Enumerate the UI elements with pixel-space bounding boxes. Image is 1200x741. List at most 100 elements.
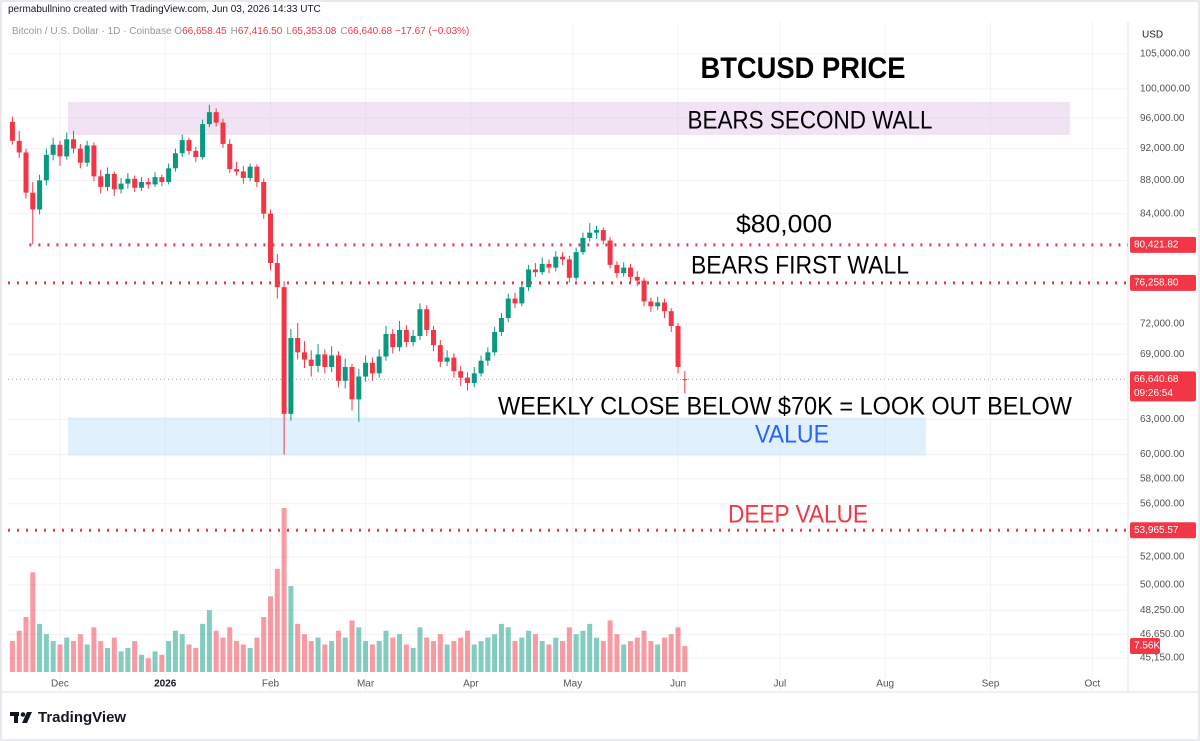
candle-body: [444, 357, 450, 362]
candle-body: [43, 154, 49, 181]
plot: [8, 22, 1128, 692]
volume-bar: [471, 644, 477, 672]
x-tick-label: Jun: [670, 679, 686, 690]
candle-body: [397, 329, 403, 348]
candle-body: [145, 182, 151, 185]
annotation: WEEKLY CLOSE BELOW $70K = LOOK OUT BELOW: [498, 393, 1072, 421]
volume-bar: [301, 634, 307, 672]
candle-body: [464, 377, 470, 383]
volume-bar: [91, 627, 97, 672]
candle-body: [84, 145, 90, 163]
volume-bar: [254, 637, 260, 672]
ohlc-key: H: [230, 26, 238, 37]
volume-bar: [498, 623, 504, 672]
volume-bar: [322, 644, 328, 672]
annotation: VALUE: [755, 421, 829, 449]
volume-bar: [655, 644, 661, 672]
volume-bar: [512, 641, 518, 672]
candle-body: [16, 140, 22, 153]
candle-body: [431, 329, 437, 346]
volume-bar: [505, 627, 511, 672]
volume-bar: [600, 641, 606, 672]
volume-bar: [16, 630, 22, 672]
candle-body: [546, 263, 552, 268]
legend-line: Bitcoin / U.S. Dollar · 1D · Coinbase O6…: [12, 26, 469, 37]
volume-bar: [451, 641, 457, 672]
candle-body: [138, 182, 144, 188]
x-tick-label: May: [563, 679, 582, 690]
volume-bar: [464, 630, 470, 672]
volume-bar: [648, 641, 654, 672]
candle-body: [587, 232, 593, 238]
candle-body: [166, 168, 172, 183]
volume-bar: [444, 644, 450, 672]
volume-bar: [23, 616, 29, 672]
volume-bar: [43, 634, 49, 672]
candle-body: [641, 280, 647, 302]
volume-bar: [118, 651, 124, 672]
x-tick-label: Mar: [357, 679, 375, 690]
candle-body: [675, 325, 681, 367]
volume-bar: [627, 641, 633, 672]
candle-body: [451, 357, 457, 372]
volume-bar: [179, 634, 185, 672]
candle-body: [274, 263, 280, 288]
ohlc-value: 65,353.08: [291, 26, 337, 37]
ohlc-value: 66,658.45: [182, 26, 227, 37]
candle-body: [57, 144, 63, 157]
candle-body: [37, 180, 43, 210]
y-tick-label: 45,150.00: [1140, 653, 1185, 664]
volume-bar: [621, 644, 627, 672]
volume-bar: [315, 637, 321, 672]
volume-bar: [424, 637, 430, 672]
candle-body: [471, 373, 477, 383]
candle-body: [356, 376, 362, 400]
currency: USD: [1142, 30, 1163, 41]
candle-body: [498, 318, 504, 332]
volume-bar: [587, 623, 593, 672]
candle-body: [668, 311, 674, 326]
candle-body: [363, 362, 369, 377]
volume-bar: [641, 630, 647, 672]
volume-bar: [281, 508, 287, 672]
candle-body: [23, 152, 29, 193]
volume-bar: [546, 644, 552, 672]
candle-body: [125, 178, 131, 184]
volume-bar: [397, 634, 403, 672]
candle-body: [152, 177, 158, 185]
volume-bar: [240, 644, 246, 672]
change: −17.67 (−0.03%): [394, 26, 470, 37]
volume-bar: [105, 647, 111, 672]
volume-bar: [193, 647, 199, 672]
y-tick-label: 92,000.00: [1140, 143, 1185, 154]
y-tick-label: 72,000.00: [1140, 319, 1185, 330]
candle-body: [532, 269, 538, 273]
candle-body: [648, 301, 654, 307]
logo: [10, 712, 32, 723]
candle-body: [519, 287, 525, 304]
volume-bar: [335, 630, 341, 672]
volume-bar: [172, 630, 178, 672]
last-price: 66,640.68: [1134, 374, 1179, 385]
volume-bar: [64, 637, 70, 672]
volume-bar: [532, 634, 538, 672]
candle-body: [573, 252, 579, 278]
candle-body: [132, 178, 138, 188]
volume-bar: [566, 627, 572, 672]
volume-bar: [84, 644, 90, 672]
y-tick-label: 100,000.00: [1140, 84, 1190, 95]
candle-body: [71, 139, 77, 149]
candle-body: [594, 230, 600, 233]
volume-bar: [437, 634, 443, 672]
zone: [68, 417, 926, 456]
candle-body: [179, 140, 185, 154]
candle-body: [172, 153, 178, 169]
price-label: 53,965.57: [1134, 525, 1179, 536]
candle-body: [580, 237, 586, 253]
candle-body: [91, 145, 97, 177]
candle-body: [390, 333, 396, 348]
y-tick-label: 105,000.00: [1140, 49, 1190, 60]
volume-bar: [580, 630, 586, 672]
